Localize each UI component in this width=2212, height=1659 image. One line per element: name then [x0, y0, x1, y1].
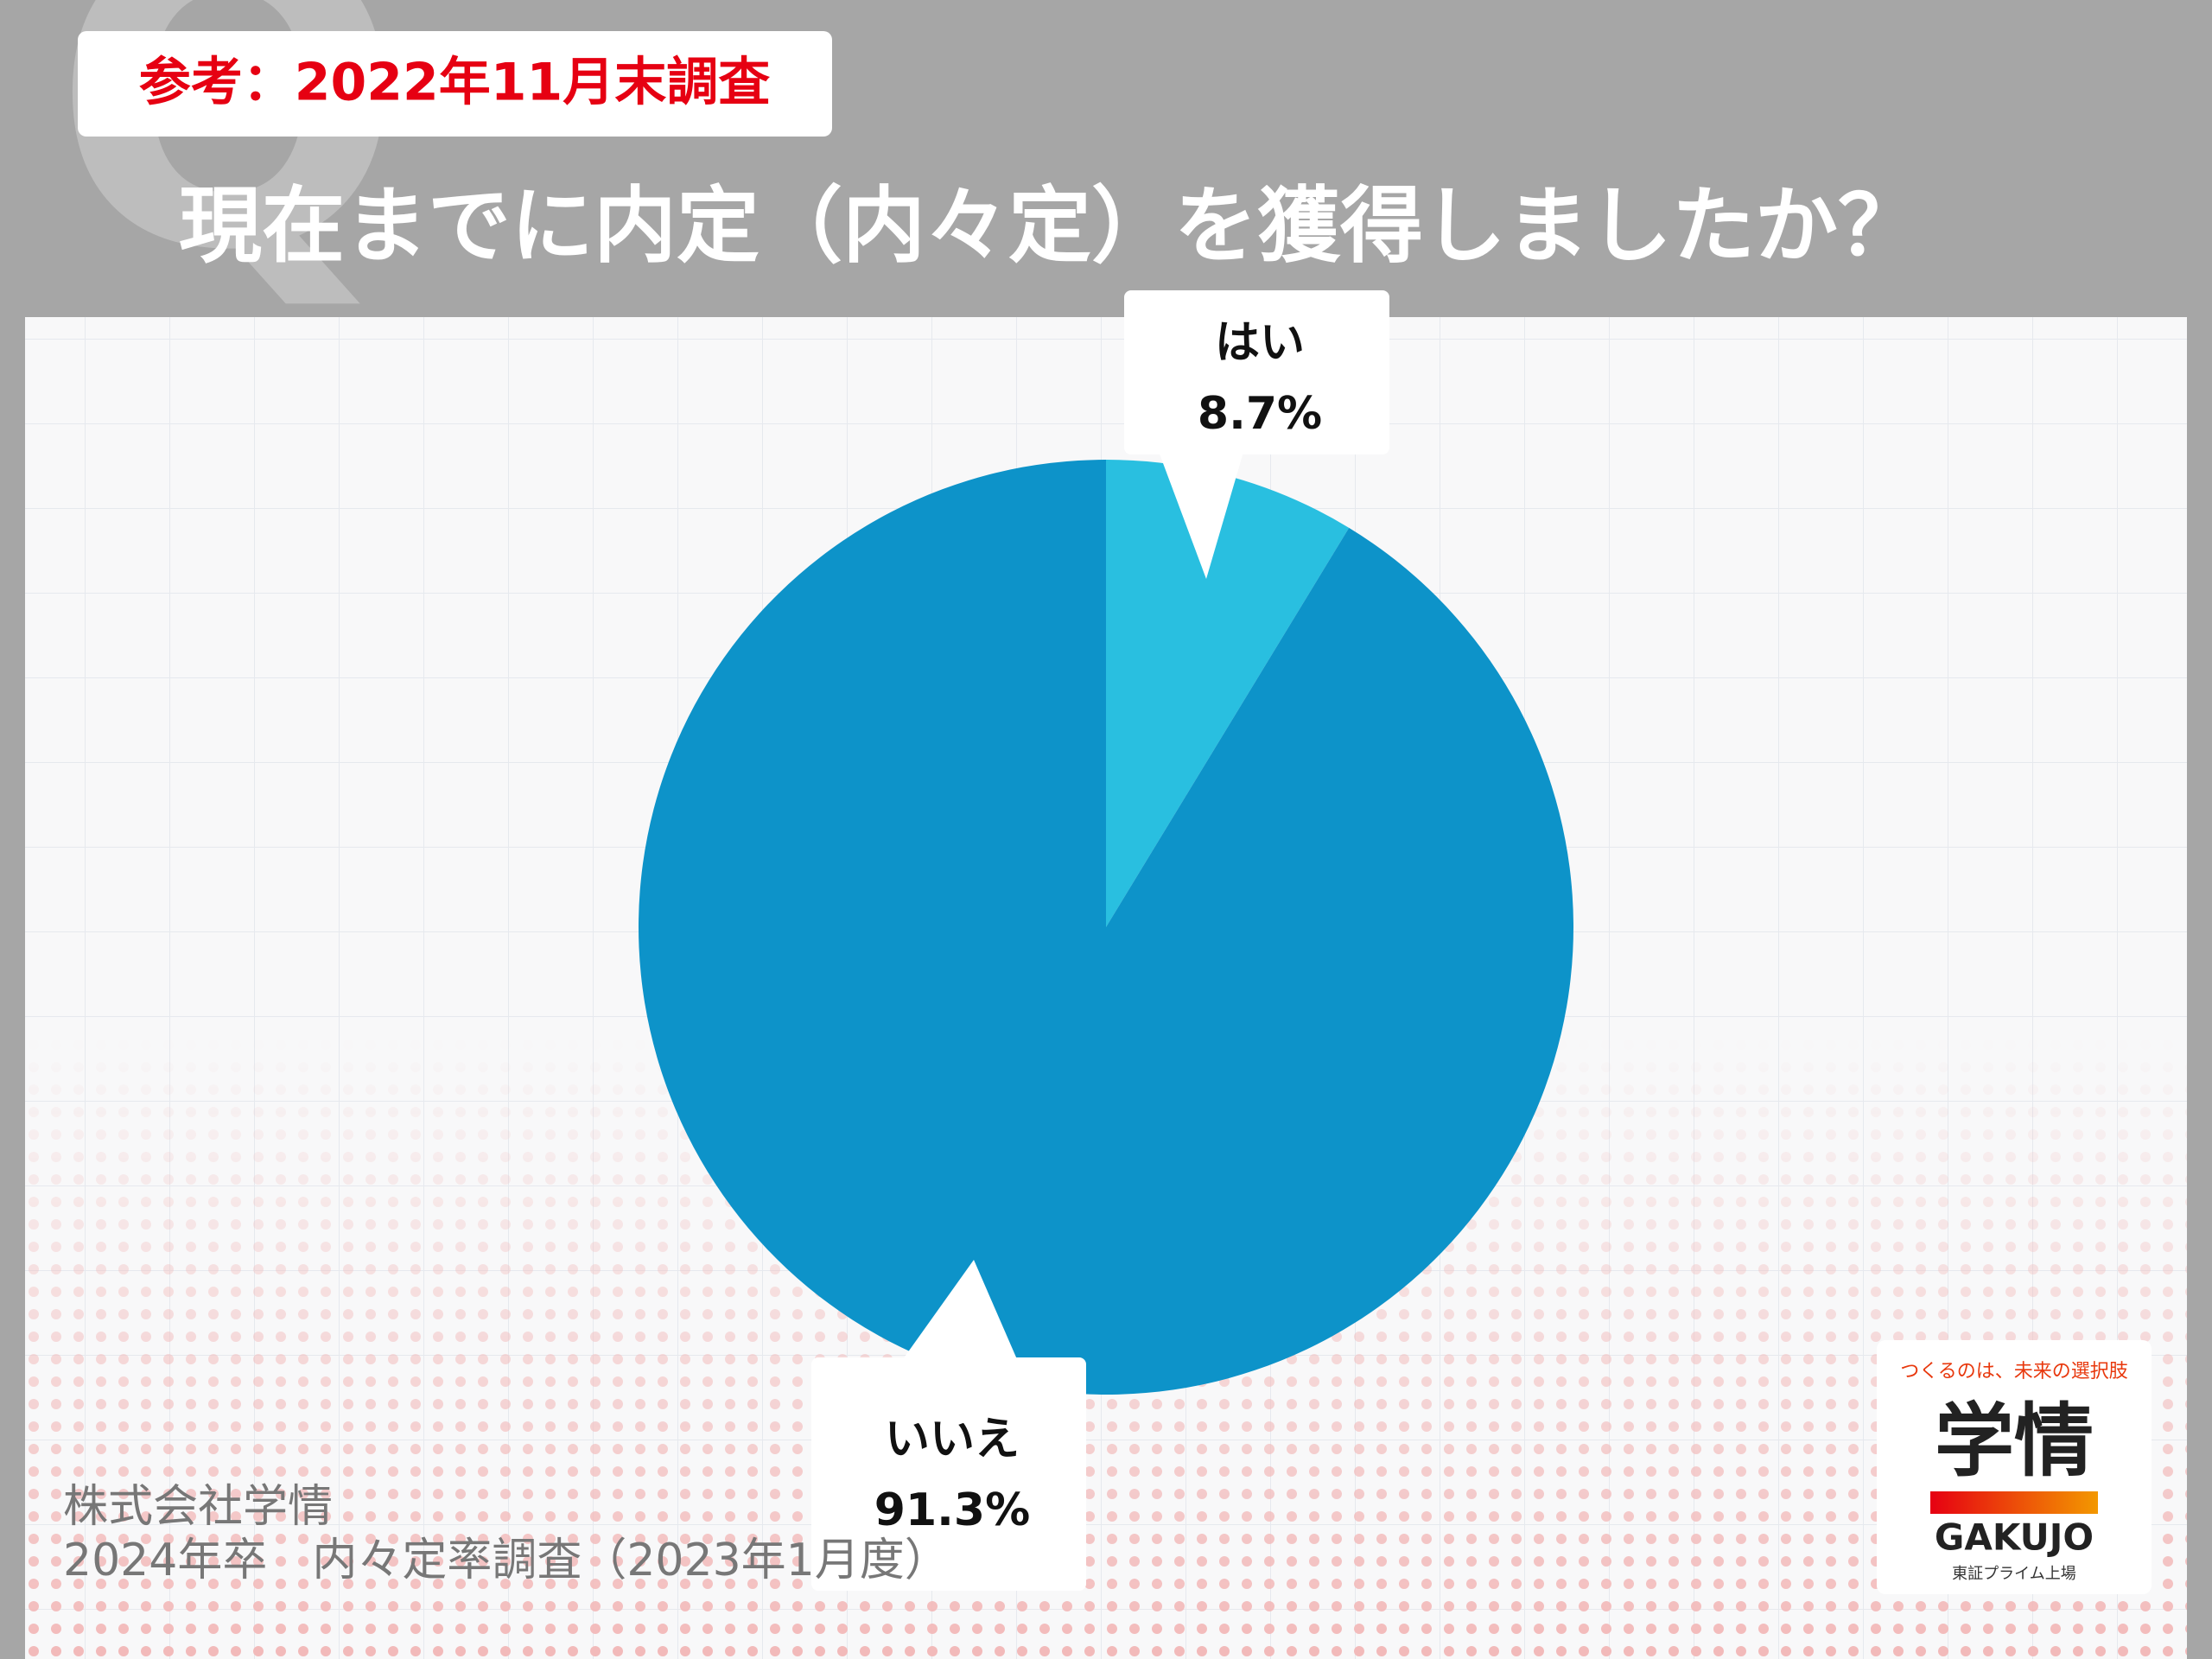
pie-slice: [1106, 460, 1350, 927]
badge: [78, 31, 832, 137]
logo-name: 学情: [1935, 1395, 2094, 1487]
pie-slice: [639, 460, 1573, 1395]
logo-bar: [1930, 1491, 2098, 1514]
slice-label: はい: [1215, 317, 1305, 369]
pie: はい 8.7% いいえ 91.3%: [639, 290, 1573, 1591]
badge-text: 参考：2022年11月末調査: [139, 53, 771, 113]
logo-box: [1877, 1340, 2152, 1594]
callout-pointer: [1158, 449, 1244, 579]
callout-box: [1124, 290, 1389, 454]
logo-tagline: つくるのは、未来の選択肢: [1900, 1361, 2128, 1382]
source-line: 株式会社学情: [63, 1481, 333, 1533]
slice-label: いいえ: [885, 1414, 1020, 1465]
value-label: 8.7%: [1198, 388, 1322, 440]
logo-roman: GAKUJO: [1935, 1516, 2094, 1559]
logo-listing: 東証プライム上場: [1952, 1565, 2076, 1583]
callout-pointer: [899, 1260, 1020, 1365]
source-line: 2024年卒 内々定率調査（2023年1月度）: [63, 1535, 950, 1586]
chart-title: 現在までに内定（内々定）を獲得しましたか？: [179, 177, 1921, 274]
callout-box: [811, 1357, 1086, 1591]
value-label: 91.3%: [874, 1484, 1030, 1536]
